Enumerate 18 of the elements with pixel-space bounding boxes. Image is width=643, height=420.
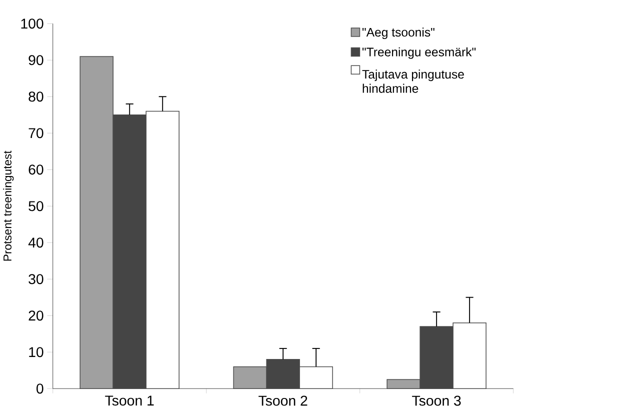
y-tick-label: 60 [28,164,44,175]
y-tick-label: 50 [28,201,44,212]
y-tick-label: 90 [28,55,44,66]
y-tick-label: 70 [28,128,44,138]
legend-label: Tajutava pingutuse hindamine [362,70,464,93]
y-tick-label: 100 [21,18,44,29]
y-tick-label: 10 [29,347,44,358]
y-tick-label: 0 [36,384,44,394]
y-axis-title: Protsent treeningutest [3,150,14,261]
y-tick-label: 80 [28,92,44,102]
x-tick-label: Tsoon 1 [105,396,154,406]
y-tick-label: 30 [28,274,44,284]
y-tick-label: 20 [28,310,44,321]
y-tick-label: 40 [28,238,44,248]
x-tick-label: Tsoon 3 [412,396,461,406]
legend-label: "Treeningu eesmärk" [362,47,476,59]
legend-label: "Aeg tsoonis" [362,28,434,40]
x-tick-label: Tsoon 2 [258,396,308,406]
